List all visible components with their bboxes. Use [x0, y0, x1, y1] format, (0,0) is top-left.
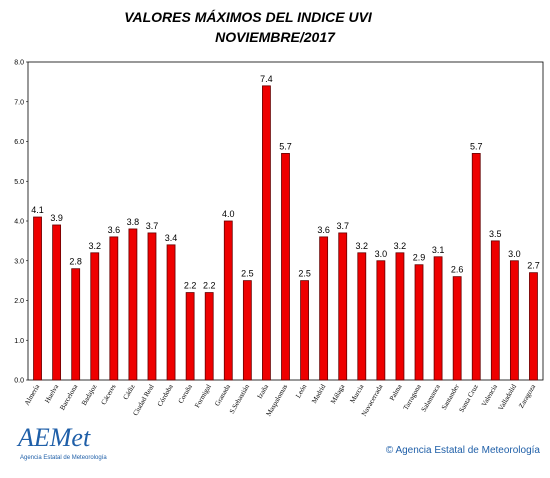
x-tick-label: Almería [23, 382, 42, 407]
footer: © Agencia Estatal de Meteorología [386, 445, 541, 456]
value-label: 4.0 [222, 209, 235, 219]
value-label: 2.5 [241, 269, 254, 279]
value-label: 5.7 [470, 141, 483, 151]
y-tick-label: 2.0 [14, 298, 24, 305]
x-tick-label: Santa Cruz [458, 383, 480, 414]
bar [223, 220, 233, 381]
value-label: 3.0 [508, 249, 521, 259]
bar [490, 240, 500, 381]
bar [147, 232, 157, 381]
value-label: 3.4 [165, 233, 178, 243]
x-tick-label: Badajoz [80, 383, 98, 407]
value-label: 2.9 [413, 253, 426, 263]
bar [395, 252, 405, 381]
bar [471, 153, 481, 381]
bar [204, 292, 214, 381]
x-tick-label: Salamanca [420, 382, 443, 413]
x-tick-label: Palma [388, 382, 404, 402]
value-label: 3.7 [146, 221, 159, 231]
x-tick-label: Coruña [177, 382, 195, 405]
bar [90, 252, 100, 381]
x-tick-label: Santander [440, 382, 461, 411]
y-tick-label: 1.0 [14, 338, 24, 345]
value-label: 2.5 [298, 269, 311, 279]
value-label: 3.7 [336, 221, 349, 231]
bar [529, 272, 538, 381]
bar [414, 264, 424, 381]
y-tick-label: 7.0 [14, 99, 24, 106]
bar [433, 256, 443, 381]
x-tick-label: Zaragoza [517, 382, 537, 409]
value-label: 2.7 [527, 261, 540, 271]
bar [52, 224, 62, 381]
bar [319, 236, 329, 381]
value-label: 3.5 [489, 229, 502, 239]
value-label: 2.6 [451, 265, 464, 275]
value-label: 4.1 [31, 205, 44, 215]
bar [185, 292, 195, 381]
bar [262, 85, 271, 381]
bar [33, 216, 42, 381]
x-tick-label: Málaga [329, 382, 347, 405]
bar [509, 260, 519, 381]
logo: AEMet [16, 423, 91, 452]
x-tick-label: Cádiz [122, 383, 137, 401]
x-tick-label: Madrid [310, 383, 327, 405]
x-tick-label: Valladolid [497, 383, 519, 412]
bar [357, 252, 367, 381]
x-tick-label: Valencia [480, 382, 499, 408]
value-label: 3.0 [375, 249, 388, 259]
x-tick-label: Formigal [193, 383, 213, 409]
value-label: 3.6 [108, 225, 121, 235]
bar [242, 280, 252, 381]
y-tick-label: 3.0 [14, 258, 24, 265]
value-label: 3.2 [89, 241, 102, 251]
x-tick-label: Barcelona [58, 382, 80, 411]
bar [281, 153, 290, 381]
value-label: 3.2 [356, 241, 369, 251]
bar [109, 236, 119, 381]
value-label: 2.2 [203, 281, 216, 291]
bar [128, 228, 138, 381]
bar [166, 244, 176, 381]
x-tick-label: Izaña [256, 382, 271, 400]
y-tick-label: 5.0 [14, 179, 24, 186]
x-tick-label: León [294, 383, 308, 400]
value-label: 3.9 [50, 213, 63, 223]
chart-subtitle: NOVIEMBRE/2017 [215, 29, 336, 45]
y-tick-label: 0.0 [14, 378, 24, 385]
value-label: 2.8 [69, 257, 82, 267]
value-label: 2.2 [184, 281, 197, 291]
y-tick-label: 6.0 [14, 139, 24, 146]
x-tick-label: Murcia [348, 382, 365, 404]
value-label: 3.1 [432, 245, 445, 255]
value-label: 3.2 [394, 241, 407, 251]
value-label: 7.4 [260, 74, 273, 84]
value-label: 3.6 [317, 225, 330, 235]
x-tick-label: Cáceres [100, 383, 118, 406]
bar [452, 276, 462, 381]
y-tick-label: 8.0 [14, 60, 24, 67]
bar [376, 260, 386, 381]
bar [300, 280, 309, 381]
bar [338, 232, 348, 381]
bar [71, 268, 81, 381]
logo-caption: Agencia Estatal de Meteorología [20, 455, 107, 461]
value-label: 3.8 [127, 217, 140, 227]
x-tick-label: Granada [213, 382, 232, 407]
value-label: 5.7 [279, 141, 292, 151]
x-tick-label: Córdoba [156, 382, 175, 408]
x-tick-label: Huelva [43, 382, 60, 404]
chart-title: VALORES MÁXIMOS DEL INDICE UVI [124, 9, 373, 25]
y-tick-label: 4.0 [14, 219, 24, 226]
